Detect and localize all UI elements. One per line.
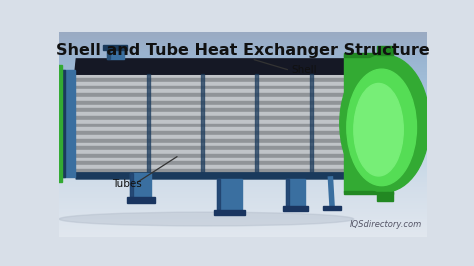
Bar [75,131,347,135]
Ellipse shape [59,212,354,226]
Bar [75,108,347,112]
Bar [75,74,347,78]
Bar [323,206,341,210]
Polygon shape [75,173,351,179]
Bar [75,165,347,169]
Bar [344,55,385,192]
Bar [255,74,258,173]
Bar [75,97,347,101]
Bar [218,179,242,210]
Bar [75,101,347,105]
Bar [201,74,204,173]
Bar [214,210,245,215]
Bar [75,150,347,154]
Bar [147,74,150,173]
Bar [75,89,347,93]
Bar [75,161,347,165]
Polygon shape [347,59,351,179]
Bar [75,139,347,143]
Text: Shell: Shell [292,65,318,76]
Bar [75,123,347,127]
Text: Tubes: Tubes [112,178,142,189]
Bar [75,127,347,131]
Bar [63,70,75,177]
Bar [75,120,347,123]
Bar [310,74,313,173]
Bar [75,116,347,120]
Bar [75,112,347,116]
Bar [130,173,133,197]
Bar [283,206,308,211]
Bar [75,158,347,161]
Bar [75,143,347,146]
Bar [51,65,63,182]
Bar [75,135,347,139]
Bar [286,179,290,206]
Bar [127,197,155,203]
Text: IQSdirectory.com: IQSdirectory.com [350,220,422,229]
Bar [107,49,110,59]
Bar [344,53,392,57]
Ellipse shape [354,84,403,176]
Bar [75,86,347,89]
Bar [75,146,347,150]
Text: Shell and Tube Heat Exchanger Structure: Shell and Tube Heat Exchanger Structure [56,43,430,58]
Polygon shape [75,59,351,74]
Bar [75,105,347,108]
Bar [75,78,347,82]
Bar [75,82,347,86]
Bar [103,45,127,50]
Bar [107,49,124,59]
Ellipse shape [340,55,430,192]
Ellipse shape [347,69,417,186]
Bar [130,173,152,197]
Bar [286,179,305,206]
Bar [377,46,392,55]
Bar [377,192,392,201]
Bar [75,154,347,158]
Ellipse shape [48,74,55,173]
Bar [51,65,54,182]
Bar [75,169,347,173]
Bar [63,70,65,177]
Bar [218,179,220,210]
Bar [75,93,347,97]
Bar [344,190,392,194]
